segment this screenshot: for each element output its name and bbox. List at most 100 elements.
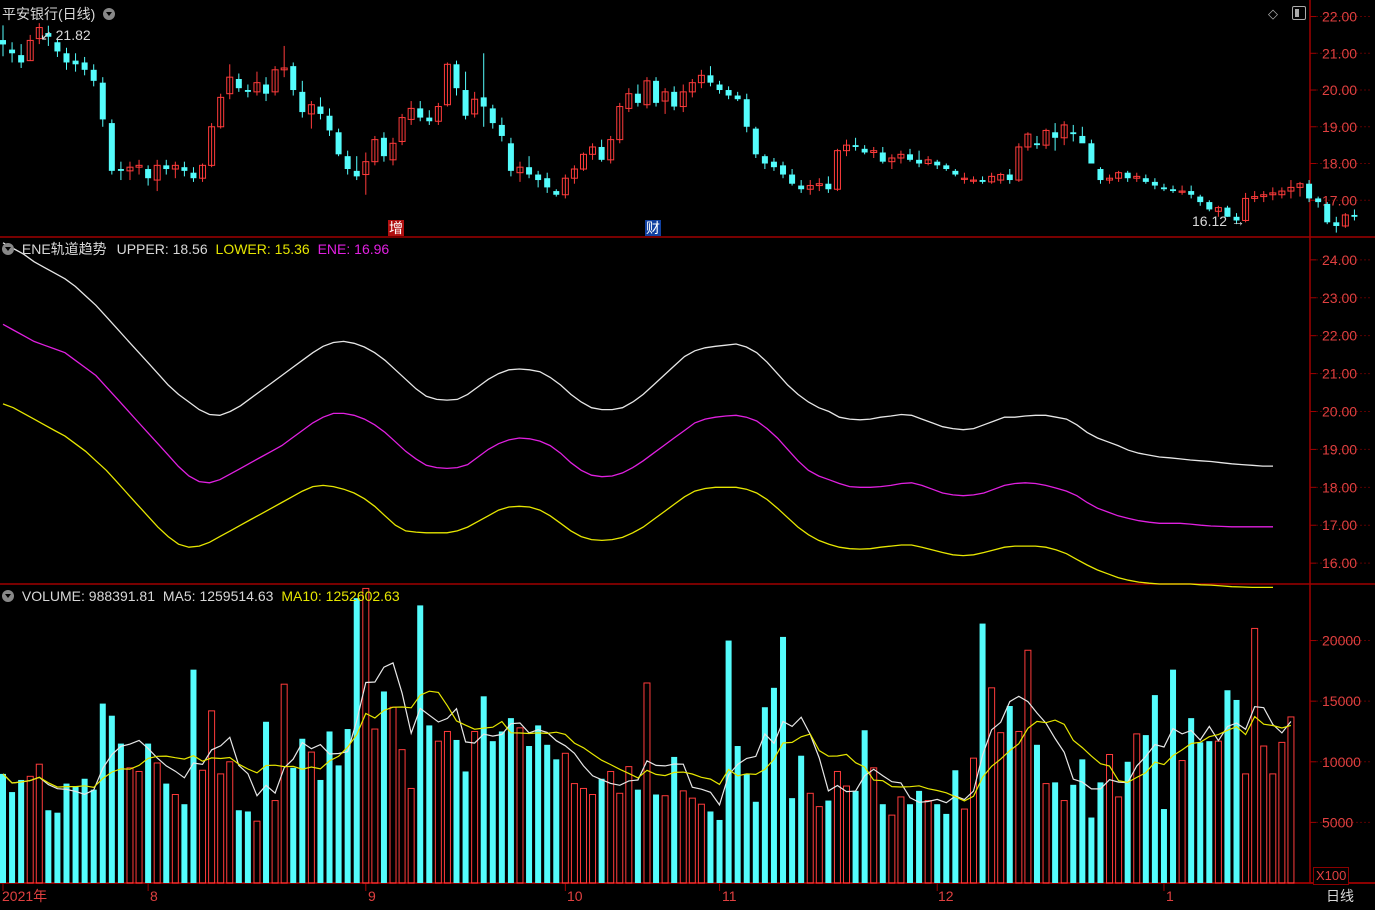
candle-body: [263, 84, 270, 94]
volume-bar: [843, 785, 851, 884]
candle-body: [1060, 124, 1068, 139]
candle-body: [1088, 143, 1095, 164]
candle-body: [398, 117, 406, 142]
volume-bar: [335, 765, 342, 883]
volume-bar: [9, 792, 16, 883]
candle-body: [462, 90, 469, 116]
candle-body: [507, 143, 514, 171]
candle-body: [26, 39, 34, 62]
volume-bar: [743, 773, 750, 883]
candle-body: [171, 164, 179, 170]
volume-bar: [1088, 817, 1095, 883]
candle-body: [697, 74, 705, 84]
volume-bar: [1269, 773, 1277, 884]
candle-body: [1197, 196, 1204, 203]
candle-body: [353, 170, 360, 177]
volume-bar: [1106, 754, 1114, 884]
candle-body: [135, 164, 143, 168]
candle-body: [725, 90, 732, 96]
volume-bar: [81, 778, 88, 883]
volume-bar: [870, 767, 878, 884]
candle-body: [544, 178, 551, 188]
candle-body: [145, 169, 152, 179]
dropdown-icon[interactable]: [103, 8, 116, 20]
candle-body: [1052, 132, 1059, 138]
candle-body: [480, 97, 487, 107]
ene-label: ENE:: [317, 241, 351, 257]
candle-body: [653, 80, 660, 103]
candle-body: [561, 177, 569, 196]
volume-bar: [852, 790, 859, 883]
ene-lower-line: [2, 403, 1273, 589]
volume-bar: [290, 767, 297, 883]
volume-bar: [1052, 782, 1059, 883]
volume-bar: [979, 623, 986, 883]
upper-value: 18.56: [172, 241, 208, 257]
ene-dropdown-icon[interactable]: [2, 243, 14, 255]
candle-body: [798, 185, 805, 190]
x-label-12: 12: [938, 888, 954, 904]
candle-body: [1306, 183, 1313, 199]
candle-body: [1251, 196, 1259, 199]
candle-body: [307, 104, 315, 115]
period-label[interactable]: 日线: [1326, 888, 1354, 904]
volume-bar: [589, 794, 597, 884]
y-tick-label: 24.00: [1322, 252, 1357, 268]
volume-bar: [18, 779, 25, 883]
high-arrow-icon: ↙: [40, 27, 52, 43]
event-marker-cai[interactable]: 财: [645, 220, 661, 236]
volume-bar: [153, 762, 161, 884]
volume-bar: [417, 605, 424, 883]
volume-bar: [117, 743, 124, 883]
volume-bar: [943, 813, 950, 883]
candle-body: [81, 62, 88, 70]
volume-bar: [1278, 741, 1286, 884]
candle-body: [280, 67, 288, 71]
candle-body: [1142, 178, 1149, 182]
candle-body: [453, 64, 460, 89]
volume-bar: [1097, 782, 1104, 883]
candle-body: [661, 91, 669, 102]
y-tick-label: 20.00: [1322, 82, 1357, 98]
volume-bar: [1178, 760, 1186, 884]
volume-bar: [725, 640, 732, 883]
volume-header: VOLUME: 988391.81 MA5: 1259514.63 MA10: …: [2, 588, 400, 604]
volume-bar: [707, 811, 714, 883]
candle-body: [244, 90, 251, 92]
candle-body: [1269, 192, 1277, 196]
volume-bar: [199, 769, 207, 884]
candle-body: [671, 91, 678, 107]
candle-body: [117, 169, 124, 171]
volume-bar: [1133, 733, 1141, 884]
candle-body: [1351, 214, 1358, 217]
volume-bar: [398, 749, 406, 884]
diamond-icon[interactable]: ◇: [1268, 6, 1278, 21]
candle-body: [0, 40, 6, 45]
candle-body: [806, 185, 814, 190]
candle-body: [1324, 203, 1331, 223]
y-tick-label: 19.00: [1322, 441, 1357, 457]
volume-bar: [244, 811, 251, 883]
event-marker-zeng[interactable]: 增: [388, 220, 404, 236]
volume-bar: [815, 806, 823, 884]
y-tick-label: 18.00: [1322, 479, 1357, 495]
y-tick-label: 10000: [1322, 754, 1361, 770]
volume-bar: [798, 755, 805, 883]
volume-bar: [789, 798, 796, 883]
candle-body: [888, 157, 896, 163]
candle-body: [598, 146, 605, 160]
y-tick-label: 22.00: [1322, 328, 1357, 344]
candle-body: [1170, 189, 1177, 192]
x-label-10: 10: [567, 888, 583, 904]
volume-bar: [1033, 744, 1040, 883]
y-tick-label: 16.00: [1322, 555, 1357, 571]
volume-bar: [752, 801, 759, 883]
candle-body: [688, 82, 696, 93]
window-icon[interactable]: [1292, 6, 1306, 20]
volume-bar: [780, 636, 787, 883]
volume-bar: [579, 787, 587, 884]
candle-body: [607, 139, 615, 161]
volume-dropdown-icon[interactable]: [2, 590, 14, 602]
candle-body: [434, 106, 442, 122]
volume-bar: [833, 770, 841, 884]
